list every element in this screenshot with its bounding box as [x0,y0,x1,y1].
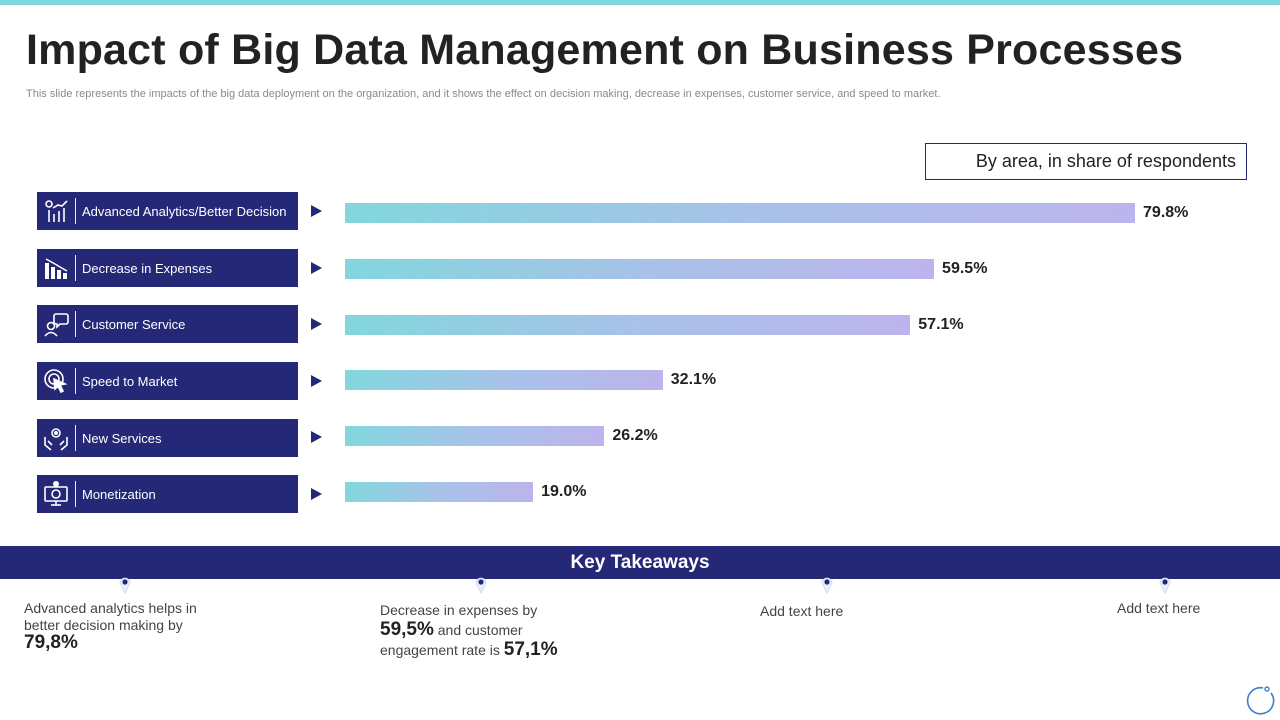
bar-monetization [345,482,534,502]
category-decrease-expenses: Decrease in Expenses [37,249,298,287]
monitor-dollar-icon [37,475,75,513]
pointer-triangle-icon [311,431,322,443]
category-customer-service: Customer Service [37,305,298,343]
page-title: Impact of Big Data Management on Busines… [26,26,1184,74]
takeaway-3-text: Add text here [760,603,844,619]
value-label-new-services: 26.2% [612,427,658,444]
hands-gear-icon [37,419,75,457]
customer-chat-icon [37,305,75,343]
category-advanced-analytics: Advanced Analytics/Better Decision [37,192,298,230]
bar-decrease-expenses [345,259,935,279]
category-label: Monetization [82,486,156,502]
pointer-triangle-icon [311,205,322,217]
key-takeaways-band: Key Takeaways [0,546,1280,579]
takeaway-4-text: Add text here [1117,600,1201,616]
top-accent-strip [0,0,1280,5]
category-label: New Services [82,430,162,446]
bar-speed-to-market [345,370,663,390]
pointer-triangle-icon [311,488,322,500]
takeaway-4: Add text here [1117,600,1200,617]
category-label: Customer Service [82,316,186,332]
takeaway-2-value-1: 59,5% [380,619,434,640]
bar-customer-service [345,315,911,335]
pointer-triangle-icon [311,262,322,274]
value-label-decrease-expenses: 59.5% [942,260,988,277]
analytics-icon [37,192,75,230]
bar-new-services [345,426,605,446]
category-speed-to-market: Speed to Market [37,362,298,400]
takeaway-2-text: Decrease in expenses by [380,602,538,618]
location-marker-icon [119,577,131,594]
legend-box: By area, in share of respondents [925,143,1247,180]
legend-label: By area, in share of respondents [975,151,1236,171]
takeaway-3: Add text here [760,603,843,620]
refresh-circle-icon [1246,686,1275,715]
takeaway-1: Advanced analytics helps in better decis… [24,600,224,652]
target-cursor-icon [37,362,75,400]
value-label-advanced-analytics: 79.8% [1143,204,1189,221]
takeaway-1-text: Advanced analytics helps in better decis… [24,600,197,633]
bar-advanced-analytics [345,203,1136,223]
page-subtitle: This slide represents the impacts of the… [26,88,941,100]
expenses-chart-icon [37,249,75,287]
value-label-monetization: 19.0% [541,483,587,500]
category-label: Decrease in Expenses [82,260,213,276]
category-monetization: Monetization [37,475,298,513]
location-marker-icon [821,577,833,594]
category-new-services: New Services [37,419,298,457]
category-label: Advanced Analytics/Better Decision [82,203,287,219]
pointer-triangle-icon [311,375,322,387]
takeaway-2-mid-text: and customer engagement rate is [380,622,523,658]
location-marker-icon [1159,577,1171,594]
value-label-customer-service: 57.1% [918,316,964,333]
category-label: Speed to Market [82,373,178,389]
takeaway-2: Decrease in expenses by 59,5% and custom… [380,600,580,660]
value-label-speed-to-market: 32.1% [670,371,717,388]
takeaway-2-value-2: 57,1% [503,639,558,660]
pointer-triangle-icon [311,318,322,330]
location-marker-icon [475,577,487,594]
key-takeaways-heading: Key Takeaways [570,551,710,573]
takeaway-1-value: 79,8% [24,632,78,653]
